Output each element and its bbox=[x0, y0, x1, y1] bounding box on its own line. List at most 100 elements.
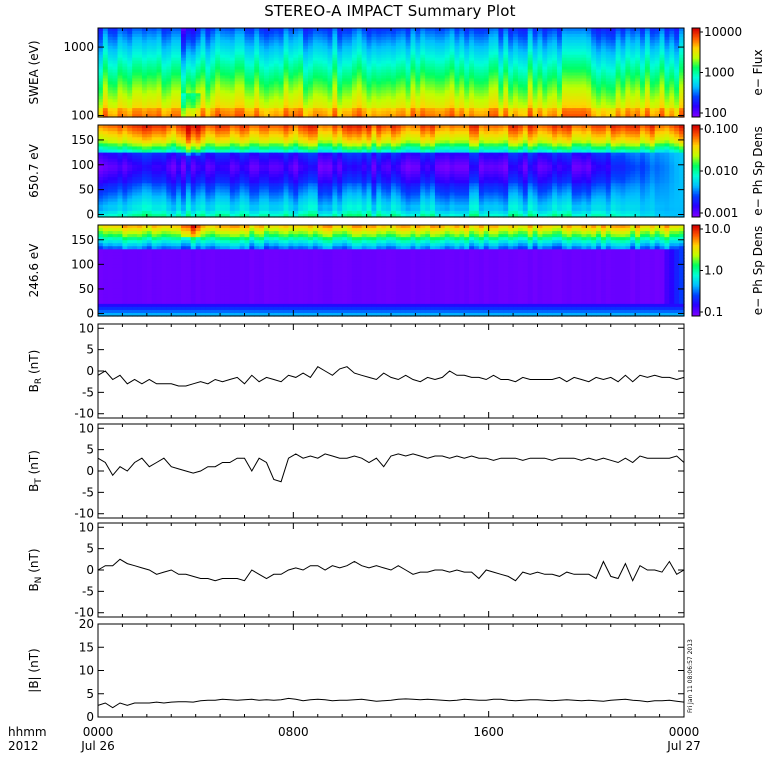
spectro-cell bbox=[591, 96, 597, 100]
spectro-cell bbox=[200, 198, 207, 203]
spectro-cell bbox=[615, 84, 622, 88]
spectro-cell bbox=[395, 51, 402, 56]
spectro-cell bbox=[298, 155, 304, 160]
spectro-cell bbox=[493, 84, 500, 88]
spectro-cell bbox=[664, 87, 670, 91]
spectro-cell bbox=[425, 51, 431, 56]
spectro-cell bbox=[249, 164, 255, 169]
spectro-cell bbox=[537, 84, 543, 88]
spectro-cell bbox=[166, 180, 172, 184]
spectro-cell bbox=[454, 99, 460, 103]
spectro-cell bbox=[327, 90, 333, 94]
spectro-cell bbox=[312, 149, 319, 154]
spectro-cell bbox=[605, 30, 612, 35]
spectro-cell bbox=[102, 201, 109, 206]
spectro-cell bbox=[410, 54, 417, 59]
spectro-cell bbox=[264, 30, 270, 35]
spectro-cell bbox=[151, 152, 158, 157]
spectro-cell bbox=[469, 93, 475, 97]
spectro-cell bbox=[386, 105, 392, 109]
spectro-cell bbox=[586, 28, 592, 32]
spectro-cell bbox=[552, 33, 558, 38]
spectro-cell bbox=[303, 114, 309, 118]
spectro-cell bbox=[171, 78, 177, 82]
spectro-cell bbox=[591, 28, 597, 32]
spectro-cell bbox=[210, 57, 216, 62]
spectro-cell bbox=[166, 158, 172, 163]
spectro-cell bbox=[552, 48, 558, 53]
spectro-cell bbox=[200, 33, 207, 38]
spectro-cell bbox=[166, 102, 172, 106]
spectro-cell bbox=[659, 81, 666, 85]
spectro-cell bbox=[151, 96, 158, 100]
spectro-cell bbox=[542, 48, 548, 53]
spectro-cell bbox=[439, 36, 446, 41]
spectro-cell bbox=[249, 180, 255, 184]
spectro-cell bbox=[273, 140, 280, 144]
spectro-cell bbox=[234, 125, 241, 129]
spectro-cell bbox=[337, 63, 343, 68]
spectro-cell bbox=[366, 96, 373, 100]
spectro-cell bbox=[137, 69, 143, 74]
spectro-cell bbox=[664, 99, 670, 103]
spectro-cell bbox=[234, 75, 241, 80]
spectro-cell bbox=[644, 42, 651, 47]
spectro-cell bbox=[342, 90, 348, 94]
spectro-cell bbox=[327, 99, 333, 103]
spectro-cell bbox=[137, 174, 143, 178]
spectro-cell bbox=[537, 48, 543, 53]
spectro-cell bbox=[210, 158, 216, 163]
spectro-cell bbox=[351, 78, 358, 82]
spectro-cell bbox=[674, 99, 680, 103]
spectro-cell bbox=[391, 75, 397, 80]
spectro-cell bbox=[317, 164, 324, 169]
spectro-cell bbox=[161, 140, 167, 144]
spectro-cell bbox=[195, 140, 202, 144]
spectro-cell bbox=[249, 45, 255, 50]
spectro-cell bbox=[434, 75, 441, 80]
spectro-cell bbox=[522, 51, 529, 56]
spectro-cell bbox=[146, 137, 153, 141]
spectro-cell bbox=[190, 143, 197, 148]
spectro-cell bbox=[161, 75, 167, 80]
spectro-cell bbox=[224, 213, 231, 218]
spectro-cell bbox=[430, 111, 436, 115]
spectro-cell bbox=[332, 54, 338, 59]
spectro-cell bbox=[674, 57, 680, 62]
spectro-cell bbox=[98, 28, 104, 32]
spectro-cell bbox=[239, 155, 246, 160]
spectro-cell bbox=[600, 63, 607, 68]
spectro-cell bbox=[640, 51, 646, 56]
spectro-cell bbox=[561, 93, 568, 97]
spectro-cell bbox=[571, 36, 578, 41]
spectro-cell bbox=[254, 213, 260, 218]
spectro-cell bbox=[517, 105, 524, 109]
spectro-cell bbox=[317, 36, 324, 41]
spectro-cell bbox=[146, 213, 153, 218]
spectro-cell bbox=[176, 69, 182, 74]
spectro-cell bbox=[430, 57, 436, 62]
spectro-cell bbox=[146, 51, 153, 56]
spectro-cell bbox=[381, 36, 387, 41]
spectro-cell bbox=[141, 207, 148, 212]
spectro-cell bbox=[503, 45, 509, 50]
spectro-cell bbox=[488, 93, 495, 97]
spectro-cell bbox=[464, 60, 470, 65]
spectro-cell bbox=[635, 30, 641, 35]
spectro-cell bbox=[288, 28, 294, 32]
spectro-cell bbox=[127, 177, 133, 181]
spectro-cell bbox=[600, 42, 607, 47]
spectro-cell bbox=[264, 51, 270, 56]
spectro-cell bbox=[215, 66, 221, 71]
spectro-cell bbox=[171, 30, 177, 35]
spectro-cell bbox=[224, 137, 231, 141]
spectro-cell bbox=[244, 204, 250, 209]
spectro-cell bbox=[654, 99, 661, 103]
spectro-cell bbox=[200, 167, 207, 172]
spectro-cell bbox=[264, 81, 270, 85]
spectro-cell bbox=[215, 102, 221, 106]
spectro-cell bbox=[151, 125, 158, 129]
spectro-cell bbox=[220, 87, 226, 91]
spectro-cell bbox=[547, 63, 553, 68]
spectro-cell bbox=[640, 102, 646, 106]
